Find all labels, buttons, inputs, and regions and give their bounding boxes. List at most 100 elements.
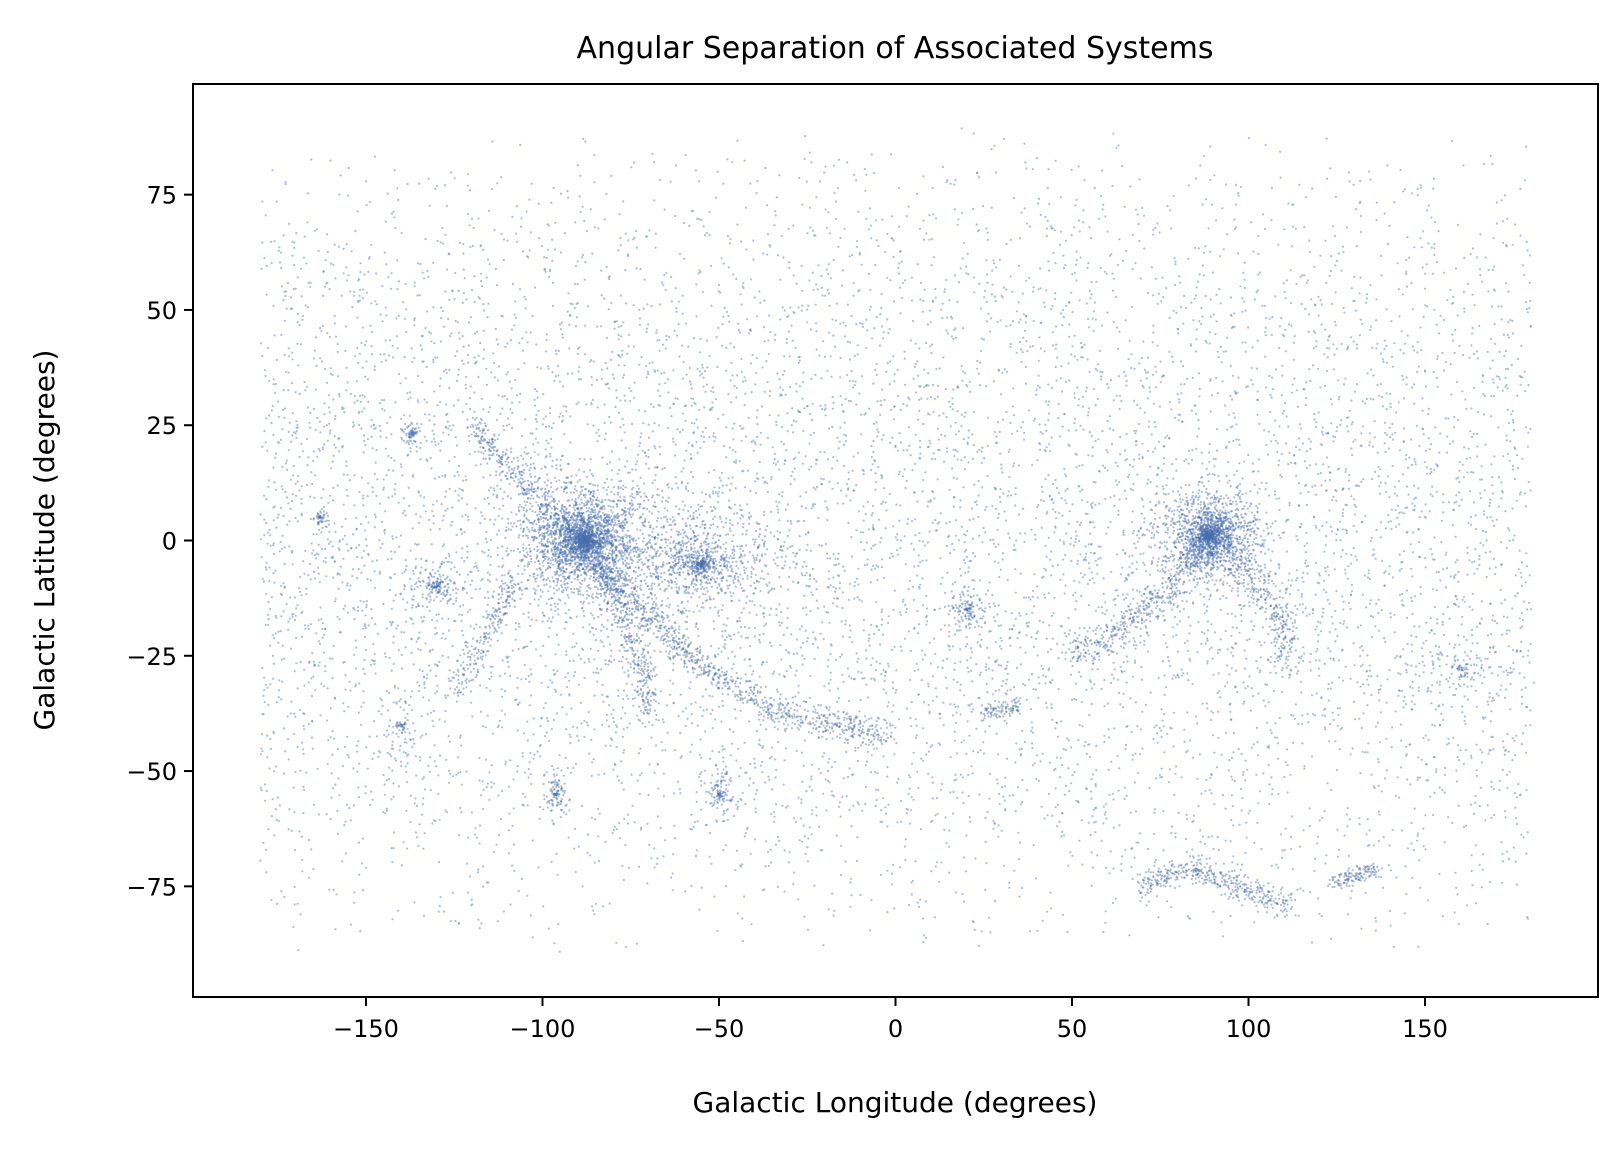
data-point xyxy=(880,404,882,406)
data-point xyxy=(449,425,451,427)
data-point xyxy=(663,795,665,797)
data-point xyxy=(879,400,881,402)
data-point xyxy=(638,364,640,366)
data-point xyxy=(305,262,307,264)
data-point xyxy=(1481,478,1483,480)
data-point xyxy=(1076,535,1078,537)
data-point xyxy=(354,685,356,687)
data-point xyxy=(1172,361,1174,363)
data-point xyxy=(290,648,292,650)
data-point xyxy=(1287,791,1289,793)
data-point xyxy=(261,446,263,448)
data-point xyxy=(1292,226,1294,228)
data-point xyxy=(813,487,815,489)
data-point xyxy=(1492,360,1494,362)
data-point xyxy=(618,364,620,366)
data-point xyxy=(414,285,416,287)
data-point xyxy=(627,670,629,672)
data-point xyxy=(715,197,717,199)
data-point xyxy=(571,475,573,477)
data-point xyxy=(526,551,528,553)
data-point xyxy=(952,791,954,793)
data-point xyxy=(1046,556,1048,558)
data-point xyxy=(461,784,463,786)
data-point xyxy=(356,317,358,319)
data-point xyxy=(1436,491,1438,493)
data-point xyxy=(1340,556,1342,558)
data-point xyxy=(810,591,812,593)
data-point xyxy=(1413,849,1415,851)
data-point xyxy=(1060,757,1062,759)
data-point xyxy=(892,704,894,706)
data-point xyxy=(546,717,548,719)
data-point xyxy=(706,709,708,711)
data-point xyxy=(695,441,697,443)
data-point xyxy=(1308,613,1310,615)
data-point xyxy=(1330,398,1332,400)
data-point xyxy=(753,798,755,800)
data-point xyxy=(366,600,368,602)
data-point xyxy=(609,643,611,645)
data-point xyxy=(324,548,326,550)
data-point xyxy=(1064,794,1066,796)
data-point xyxy=(998,664,1000,666)
data-point xyxy=(1456,780,1458,782)
data-point xyxy=(280,252,282,254)
data-point xyxy=(1287,203,1289,205)
data-point xyxy=(611,351,613,353)
data-point xyxy=(510,339,512,341)
data-point xyxy=(1366,679,1368,681)
data-point xyxy=(900,614,902,616)
data-point xyxy=(1052,252,1054,254)
data-point xyxy=(1398,480,1400,482)
data-point xyxy=(781,622,783,624)
data-point xyxy=(1036,754,1038,756)
data-point xyxy=(661,749,663,751)
data-point xyxy=(1389,565,1391,567)
data-point xyxy=(1476,446,1478,448)
data-point xyxy=(999,645,1001,647)
data-point xyxy=(1351,287,1353,289)
data-point xyxy=(995,661,997,663)
data-point xyxy=(764,535,766,537)
data-point xyxy=(467,515,469,517)
data-point xyxy=(1306,542,1308,544)
data-point xyxy=(626,695,628,697)
data-point xyxy=(821,408,823,410)
data-point xyxy=(374,365,376,367)
data-point xyxy=(1199,841,1201,843)
data-point xyxy=(666,509,668,511)
data-point xyxy=(955,706,957,708)
data-point xyxy=(482,865,484,867)
data-point xyxy=(792,722,794,724)
data-point xyxy=(985,663,987,665)
data-point xyxy=(1143,644,1145,646)
data-point xyxy=(1512,332,1514,334)
data-point xyxy=(574,671,576,673)
data-point xyxy=(1177,332,1179,334)
data-point xyxy=(1479,542,1481,544)
data-point xyxy=(772,446,774,448)
data-point xyxy=(988,657,990,659)
data-point xyxy=(959,648,961,650)
data-point xyxy=(929,309,931,311)
data-point xyxy=(994,296,996,298)
data-point xyxy=(985,227,987,229)
data-point xyxy=(708,436,710,438)
data-point xyxy=(1349,410,1351,412)
data-point xyxy=(865,319,867,321)
data-point xyxy=(1090,834,1092,836)
data-point xyxy=(1002,558,1004,560)
data-point xyxy=(463,346,465,348)
data-point xyxy=(1210,576,1212,578)
data-point xyxy=(1377,785,1379,787)
data-point xyxy=(1079,627,1081,629)
data-point xyxy=(682,429,684,431)
data-point xyxy=(288,808,290,810)
data-point xyxy=(821,545,823,547)
data-point xyxy=(1065,532,1067,534)
data-point xyxy=(554,603,556,605)
data-point xyxy=(1506,439,1508,441)
data-point xyxy=(1327,566,1329,568)
data-point xyxy=(1113,662,1115,664)
